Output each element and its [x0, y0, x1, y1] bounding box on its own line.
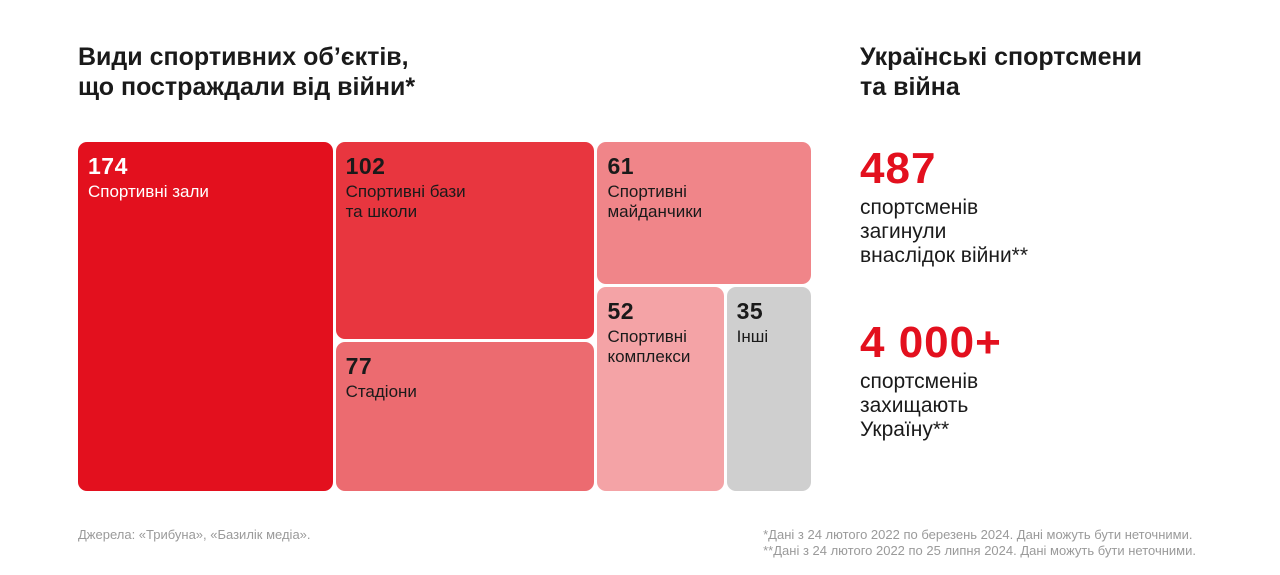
tile-label: Стадіони	[345, 382, 417, 402]
stat-desc-line: Україну**	[860, 418, 950, 441]
side-title-line: Українські спортсмени	[860, 43, 1142, 71]
sources-note: Джерела: «Трибуна», «Базилік медіа».	[78, 527, 311, 542]
data-note: *Дані з 24 лютого 2022 по березень 2024.…	[763, 527, 1193, 542]
tile-label: Спортивні майданчики	[607, 182, 703, 221]
treemap-tile: 35 Інші	[726, 287, 811, 491]
tile-value: 61	[607, 153, 635, 179]
stat-value: 487	[860, 144, 937, 193]
tile-value: 35	[736, 298, 764, 325]
stat-killed: 487 спортсменів загинули внаслідок війни…	[860, 146, 1260, 268]
chart-title: Види спортивних об’єктів, що постраждали…	[78, 42, 778, 102]
stat-desc-line: загинули	[860, 220, 947, 243]
tile-label: Спортивні комплекси	[607, 327, 691, 367]
tile-label: Інші	[736, 327, 769, 347]
chart-title-line: Види спортивних об’єктів,	[78, 43, 409, 71]
tile-value: 102	[345, 153, 386, 179]
stat-defending: 4 000+ спортсменів захищають Україну**	[860, 320, 1260, 442]
chart-title-line: що постраждали від війни*	[78, 73, 416, 101]
treemap-tile: 61 Спортивні майданчики	[597, 142, 811, 285]
stat-desc-line: захищають	[860, 394, 969, 417]
stat-description: спортсменів загинули внаслідок війни**	[860, 196, 1260, 268]
treemap-tile: 174 Спортивні зали	[78, 142, 333, 491]
side-title-line: та війна	[860, 73, 960, 101]
data-note: **Дані з 24 лютого 2022 по 25 липня 2024…	[763, 543, 1196, 558]
tile-label: Спортивні бази та школи	[345, 182, 466, 221]
tile-value: 77	[345, 353, 373, 380]
treemap-tile: 77 Стадіони	[335, 342, 595, 491]
data-notes: *Дані з 24 лютого 2022 по березень 2024.…	[763, 527, 1196, 559]
stat-desc-line: внаслідок війни**	[860, 244, 1029, 267]
side-title: Українські спортсмени та війна	[860, 42, 1260, 102]
stat-description: спортсменів захищають Україну**	[860, 370, 1260, 442]
tile-value: 52	[607, 298, 635, 325]
stat-desc-line: спортсменів	[860, 370, 979, 393]
treemap-tile: 102 Спортивні бази та школи	[335, 142, 595, 340]
stat-value: 4 000+	[860, 318, 1002, 367]
tile-label: Спортивні зали	[88, 182, 209, 201]
tile-value: 174	[88, 153, 128, 179]
treemap-tile: 52 Спортивні комплекси	[597, 287, 724, 491]
stat-desc-line: спортсменів	[860, 196, 979, 219]
